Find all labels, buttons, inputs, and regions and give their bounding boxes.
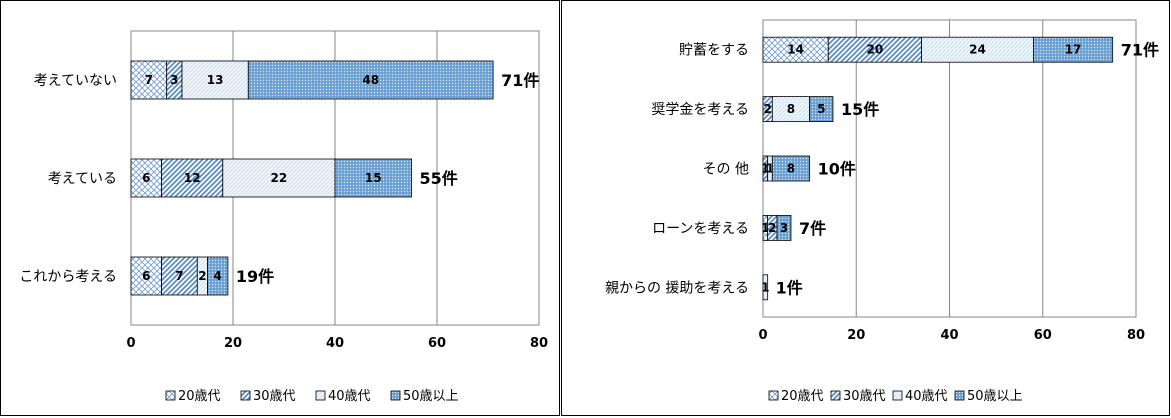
legend-label: 30歳代 <box>253 389 296 404</box>
category-label: その 他 <box>703 162 749 178</box>
segment-value-label: 5 <box>817 102 825 116</box>
segment-value-label: 1 <box>761 162 769 176</box>
segment-value-label: 2 <box>768 221 776 235</box>
legend-swatch <box>954 390 965 401</box>
segment-value-label: 7 <box>175 269 183 283</box>
bar-segment <box>776 214 792 241</box>
legend-swatch <box>390 390 401 401</box>
category-label: 貯蓄をする <box>679 43 749 59</box>
segment-value-label: 1 <box>761 221 769 235</box>
total-label: 55件 <box>420 169 458 188</box>
x-tick-label: 80 <box>530 336 548 351</box>
category-label: 親からの 援助を考える <box>605 280 749 296</box>
category-label: 考えていない <box>34 73 117 89</box>
total-label: 71件 <box>1121 41 1159 60</box>
bar-segment <box>762 36 829 63</box>
segment-value-label: 17 <box>1065 43 1082 57</box>
total-label: 7件 <box>799 219 826 238</box>
bar-segment <box>1033 36 1114 63</box>
x-tick-label: 40 <box>326 336 344 351</box>
segment-value-label: 15 <box>365 171 382 185</box>
legend-label: 30歳代 <box>843 389 886 404</box>
legend-swatch <box>315 390 326 401</box>
legend-label: 40歳代 <box>328 389 371 404</box>
x-tick-label: 0 <box>758 328 767 343</box>
bar-segment <box>130 256 163 296</box>
bar-segment <box>161 256 198 296</box>
bar-segment <box>207 256 229 296</box>
legend-label: 50歳以上 <box>967 389 1023 404</box>
segment-value-label: 8 <box>787 162 795 176</box>
total-label: 15件 <box>841 100 879 119</box>
total-label: 10件 <box>818 160 856 179</box>
legend-swatch <box>165 390 176 401</box>
x-tick-label: 60 <box>428 336 446 351</box>
bar-segment <box>161 158 224 198</box>
segment-value-label: 48 <box>362 73 379 87</box>
segment-value-label: 20 <box>867 43 884 57</box>
legend-swatch <box>240 390 251 401</box>
total-label: 71件 <box>501 71 539 90</box>
x-tick-label: 20 <box>224 336 242 351</box>
category-label: これから考える <box>19 269 117 285</box>
legend-swatch <box>830 390 841 401</box>
legend-label: 50歳以上 <box>403 389 459 404</box>
x-tick-label: 40 <box>940 328 958 343</box>
legend-label: 20歳代 <box>781 389 824 404</box>
chart-panel-funding: 0 20 40 60 80 貯蓄をする 14 20 24 17 71件奨学金を考える 2 8 5 15件その… <box>561 0 1170 416</box>
segment-value-label: 6 <box>142 171 150 185</box>
chart-panel-intention: 0 20 40 60 80 考えていない 7 3 13 48 71件考えている 6 12 22 15 55件こ… <box>0 0 560 416</box>
legend-swatch <box>768 390 779 401</box>
segment-value-label: 6 <box>142 269 150 283</box>
segment-value-label: 3 <box>780 221 788 235</box>
category-label: 奨学金を考える <box>651 102 749 118</box>
segment-value-label: 14 <box>787 43 804 57</box>
x-tick-label: 80 <box>1127 328 1145 343</box>
bar-segment <box>762 274 769 301</box>
bar-segment <box>130 158 163 198</box>
segment-value-label: 24 <box>969 43 986 57</box>
segment-value-label: 22 <box>271 171 288 185</box>
bar-segment <box>222 158 336 198</box>
segment-value-label: 12 <box>184 171 201 185</box>
x-tick-label: 0 <box>126 336 135 351</box>
legend-swatch <box>892 390 903 401</box>
segment-value-label: 2 <box>763 102 771 116</box>
bar-segment <box>181 60 249 100</box>
x-tick-label: 60 <box>1034 328 1052 343</box>
bar-segment <box>809 96 834 122</box>
segment-value-label: 13 <box>207 73 224 87</box>
segment-value-label: 3 <box>170 73 178 87</box>
segment-value-label: 1 <box>766 162 774 176</box>
segment-value-label: 8 <box>787 102 795 116</box>
segment-value-label: 1 <box>761 280 769 294</box>
segment-value-label: 7 <box>145 73 153 87</box>
total-label: 1件 <box>776 278 803 297</box>
bar-segment <box>334 158 412 198</box>
segment-value-label: 2 <box>198 269 206 283</box>
bar-segment <box>771 155 811 182</box>
category-label: 考えている <box>48 171 117 187</box>
total-label: 19件 <box>236 267 274 286</box>
legend-label: 20歳代 <box>178 389 221 404</box>
category-label: ローンを考える <box>652 221 749 237</box>
legend-label: 40歳代 <box>905 389 948 404</box>
segment-value-label: 4 <box>214 269 222 283</box>
bar-segment <box>921 36 1034 63</box>
bar-segment <box>130 60 168 100</box>
bar-segment <box>247 60 494 100</box>
x-tick-label: 20 <box>847 328 865 343</box>
